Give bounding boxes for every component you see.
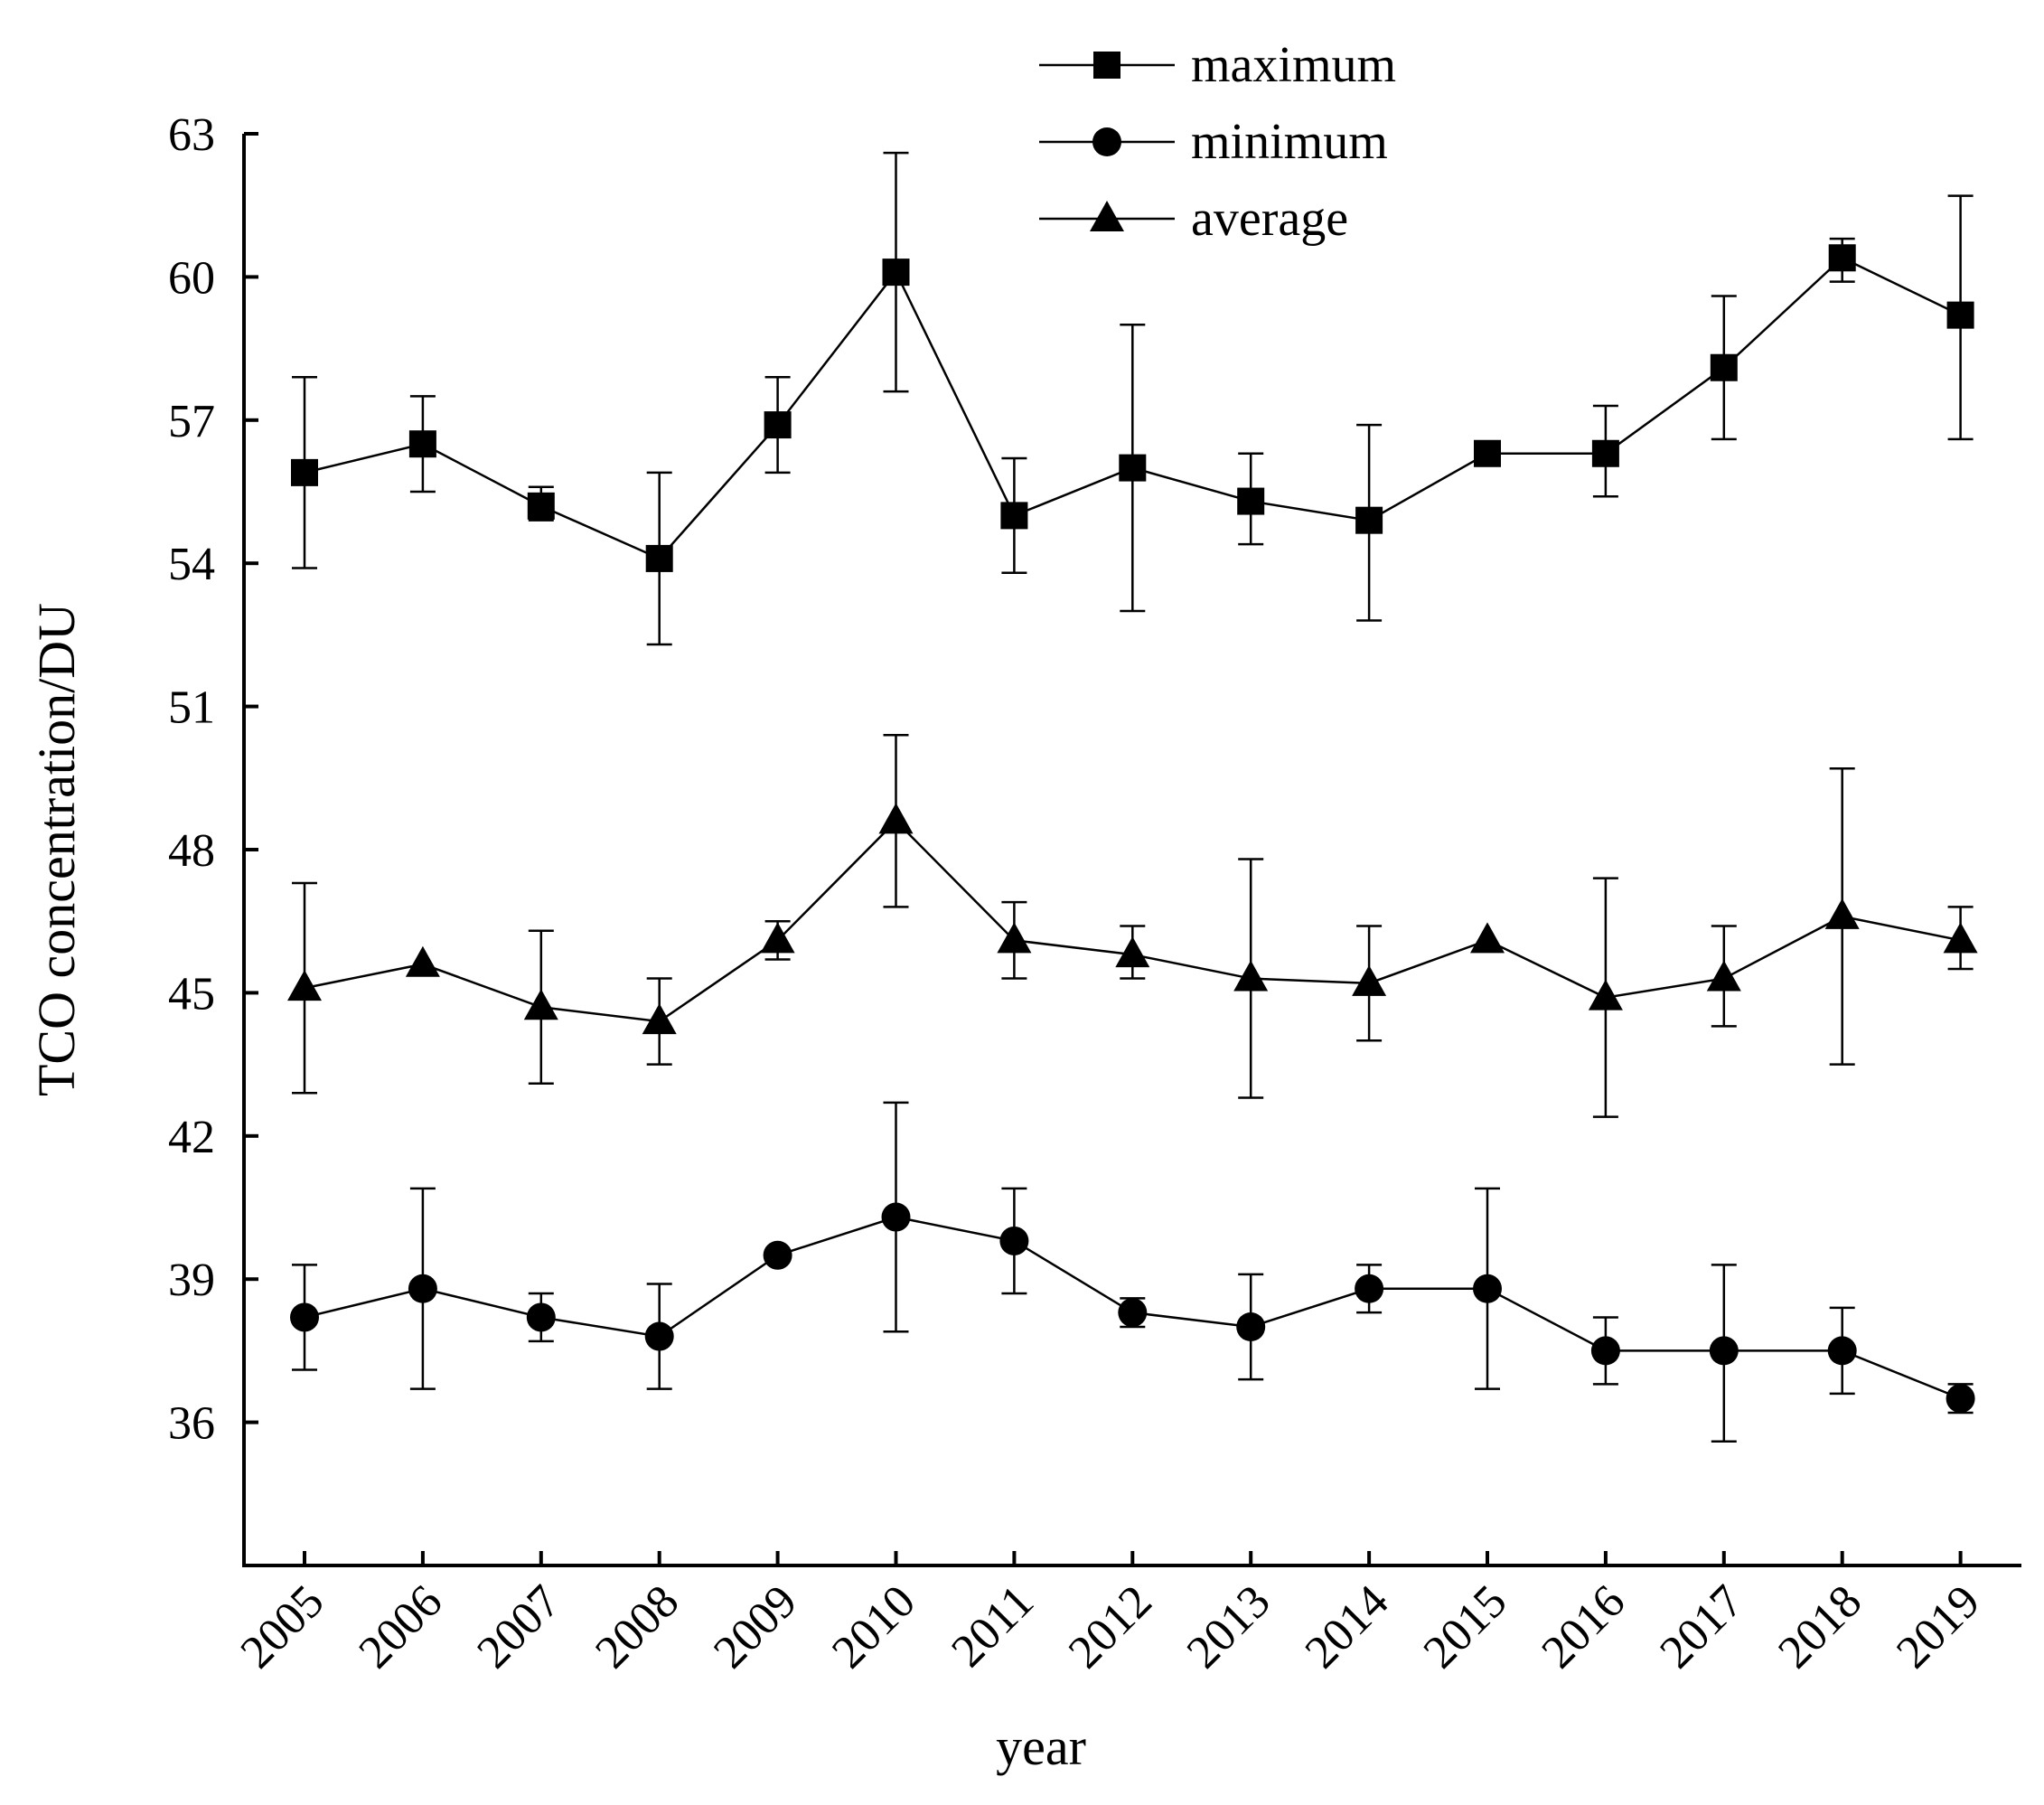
maximum-point bbox=[1474, 439, 1501, 467]
legend-marker-circle bbox=[1092, 127, 1121, 156]
legend-label: minimum bbox=[1191, 114, 1388, 170]
maximum-point bbox=[291, 458, 318, 486]
x-tick-label: 2005 bbox=[231, 1575, 334, 1678]
legend-label: average bbox=[1191, 191, 1348, 247]
minimum-point bbox=[644, 1321, 674, 1351]
average-point bbox=[1352, 964, 1387, 996]
series-average bbox=[287, 734, 1978, 1118]
minimum-point bbox=[1236, 1312, 1266, 1341]
minimum-point bbox=[1827, 1336, 1857, 1366]
minimum-point bbox=[526, 1302, 556, 1332]
average-point bbox=[1470, 922, 1505, 954]
legend-item-maximum: maximum bbox=[1039, 37, 1396, 93]
maximum-point bbox=[1237, 487, 1265, 515]
minimum-point bbox=[763, 1240, 792, 1270]
x-tick-label: 2017 bbox=[1650, 1575, 1753, 1678]
x-ticks: 2005 2006 2007 2008 2009 2010 2011 2012 2013 2014… bbox=[231, 1551, 1990, 1678]
maximum-point bbox=[1828, 244, 1856, 272]
y-tick-label: 45 bbox=[168, 968, 215, 1020]
y-tick-label: 48 bbox=[168, 825, 215, 877]
y-axis-title: TCO concentration/DU bbox=[27, 603, 86, 1096]
x-tick-label: 2009 bbox=[704, 1575, 807, 1678]
minimum-point bbox=[1118, 1298, 1148, 1328]
x-tick-label: 2008 bbox=[586, 1575, 689, 1678]
x-tick-label: 2006 bbox=[350, 1575, 453, 1678]
maximum-point bbox=[1119, 454, 1147, 482]
maximum-point bbox=[408, 430, 436, 458]
y-tick-label: 39 bbox=[168, 1255, 215, 1306]
average-point bbox=[878, 803, 914, 834]
average-point bbox=[1824, 898, 1860, 929]
average-point bbox=[1588, 979, 1623, 1011]
y-tick-label: 51 bbox=[168, 682, 215, 734]
legend: maximum minimum average bbox=[1039, 37, 1396, 247]
average-point bbox=[1115, 936, 1150, 968]
minimum-point bbox=[1473, 1274, 1502, 1303]
x-tick-label: 2012 bbox=[1059, 1575, 1162, 1678]
maximum-point bbox=[1946, 301, 1974, 329]
maximum-point bbox=[527, 492, 555, 520]
minimum-point bbox=[1355, 1274, 1384, 1303]
y-tick-label: 60 bbox=[168, 252, 215, 304]
x-tick-label: 2013 bbox=[1177, 1575, 1280, 1678]
x-tick-label: 2016 bbox=[1533, 1575, 1636, 1678]
minimum-point bbox=[1709, 1336, 1739, 1366]
maximum-point bbox=[1000, 502, 1028, 530]
maximum-point bbox=[1710, 353, 1738, 381]
maximum-point bbox=[645, 544, 673, 572]
y-tick-label: 63 bbox=[168, 109, 215, 161]
x-tick-label: 2007 bbox=[467, 1575, 570, 1678]
series-maximum bbox=[291, 151, 1974, 646]
legend-label: maximum bbox=[1191, 37, 1396, 93]
y-tick-label: 54 bbox=[168, 539, 215, 590]
legend-item-minimum: minimum bbox=[1039, 114, 1388, 170]
series-minimum bbox=[290, 1101, 1975, 1443]
x-axis-title: year bbox=[996, 1717, 1086, 1776]
minimum-point bbox=[290, 1302, 319, 1332]
average-point bbox=[760, 922, 795, 954]
average-point bbox=[405, 945, 440, 977]
average-line bbox=[304, 819, 1961, 1023]
maximum-point bbox=[882, 259, 910, 287]
x-tick-label: 2019 bbox=[1887, 1575, 1990, 1678]
maximum-point bbox=[764, 411, 792, 439]
average-point bbox=[287, 970, 322, 1001]
average-point bbox=[642, 1003, 677, 1035]
x-tick-label: 2018 bbox=[1768, 1575, 1871, 1678]
x-tick-label: 2014 bbox=[1296, 1575, 1399, 1678]
average-point bbox=[1943, 922, 1978, 954]
x-tick-label: 2011 bbox=[942, 1575, 1043, 1677]
y-tick-label: 36 bbox=[168, 1398, 215, 1450]
minimum-point bbox=[1590, 1336, 1620, 1366]
maximum-point bbox=[1355, 506, 1383, 534]
minimum-point bbox=[881, 1202, 911, 1232]
average-point bbox=[523, 989, 558, 1020]
average-point bbox=[997, 922, 1032, 954]
x-tick-label: 2010 bbox=[822, 1575, 925, 1678]
y-ticks: 36 39 42 45 48 51 54 57 60 63 bbox=[168, 109, 258, 1450]
legend-marker-triangle bbox=[1090, 201, 1124, 231]
plot-area bbox=[287, 151, 1978, 1443]
y-tick-label: 42 bbox=[168, 1112, 215, 1163]
legend-marker-square bbox=[1093, 52, 1120, 79]
minimum-point bbox=[999, 1226, 1029, 1255]
average-point bbox=[1706, 960, 1741, 992]
x-tick-label: 2015 bbox=[1414, 1575, 1517, 1678]
legend-item-average: average bbox=[1039, 191, 1348, 247]
minimum-point bbox=[408, 1274, 437, 1303]
maximum-point bbox=[1591, 439, 1619, 467]
average-point bbox=[1233, 960, 1269, 992]
minimum-point bbox=[1946, 1384, 1975, 1414]
y-tick-label: 57 bbox=[168, 396, 215, 447]
